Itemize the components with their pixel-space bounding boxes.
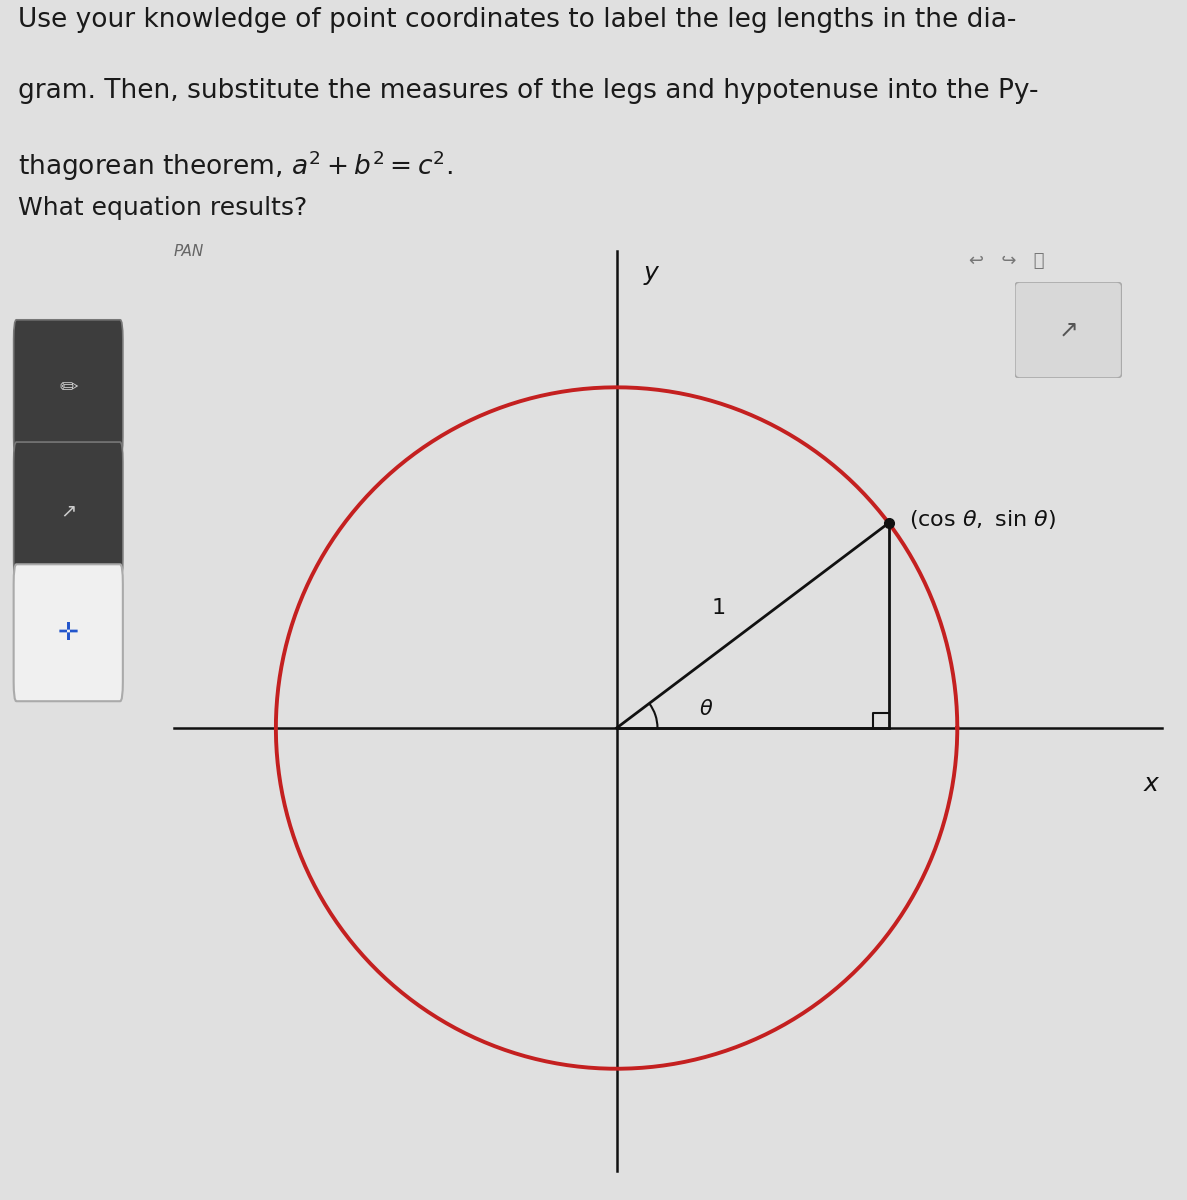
FancyBboxPatch shape — [13, 564, 123, 701]
Text: y: y — [643, 262, 659, 286]
Text: $(\cos\,\theta,\ \sin\,\theta)$: $(\cos\,\theta,\ \sin\,\theta)$ — [909, 508, 1056, 532]
FancyBboxPatch shape — [13, 442, 123, 578]
FancyBboxPatch shape — [13, 319, 123, 457]
Text: What equation results?: What equation results? — [18, 196, 307, 220]
Text: gram. Then, substitute the measures of the legs and hypotenuse into the Py-: gram. Then, substitute the measures of t… — [18, 78, 1039, 103]
Text: ↗: ↗ — [1059, 318, 1078, 342]
Text: thagorean theorem, $a^2 + b^2 = c^2$.: thagorean theorem, $a^2 + b^2 = c^2$. — [18, 149, 452, 184]
FancyBboxPatch shape — [1015, 282, 1122, 378]
Text: PAN: PAN — [173, 245, 204, 259]
Text: x: x — [1144, 773, 1159, 797]
Text: 1: 1 — [711, 599, 725, 618]
Text: ✛: ✛ — [58, 620, 78, 644]
Text: Use your knowledge of point coordinates to label the leg lengths in the dia-: Use your knowledge of point coordinates … — [18, 7, 1016, 32]
Text: ✏: ✏ — [59, 378, 77, 398]
Text: ↗: ↗ — [61, 502, 76, 520]
Text: $\theta$: $\theta$ — [699, 698, 713, 719]
Text: ↩   ↪   🗑: ↩ ↪ 🗑 — [970, 252, 1045, 270]
